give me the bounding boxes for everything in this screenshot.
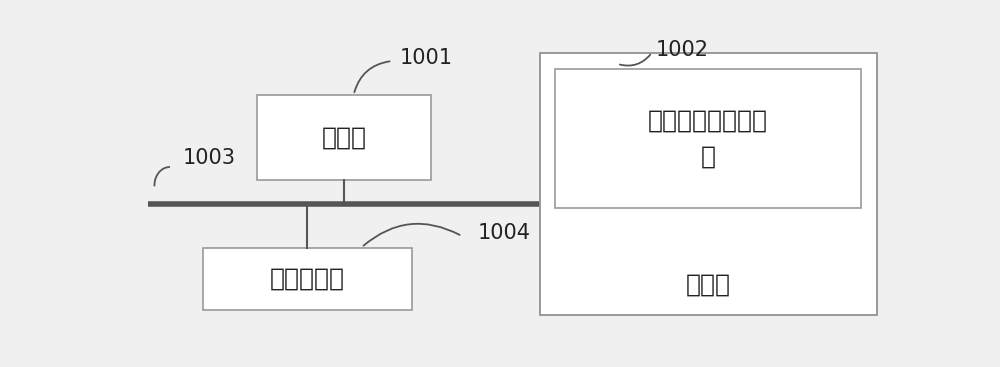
Bar bbox=[555, 69, 861, 208]
Text: 1001: 1001 bbox=[400, 48, 453, 68]
Text: 存储器: 存储器 bbox=[686, 272, 731, 296]
Text: 处理器: 处理器 bbox=[321, 125, 366, 149]
Bar bbox=[540, 52, 877, 315]
Text: 1002: 1002 bbox=[656, 40, 709, 60]
Bar bbox=[257, 95, 431, 180]
Text: 1004: 1004 bbox=[478, 224, 531, 243]
Text: 三维扫描件: 三维扫描件 bbox=[270, 266, 345, 291]
Text: 1003: 1003 bbox=[183, 148, 236, 168]
Bar bbox=[202, 247, 412, 310]
Text: 显示面板的生产程
序: 显示面板的生产程 序 bbox=[648, 109, 768, 168]
